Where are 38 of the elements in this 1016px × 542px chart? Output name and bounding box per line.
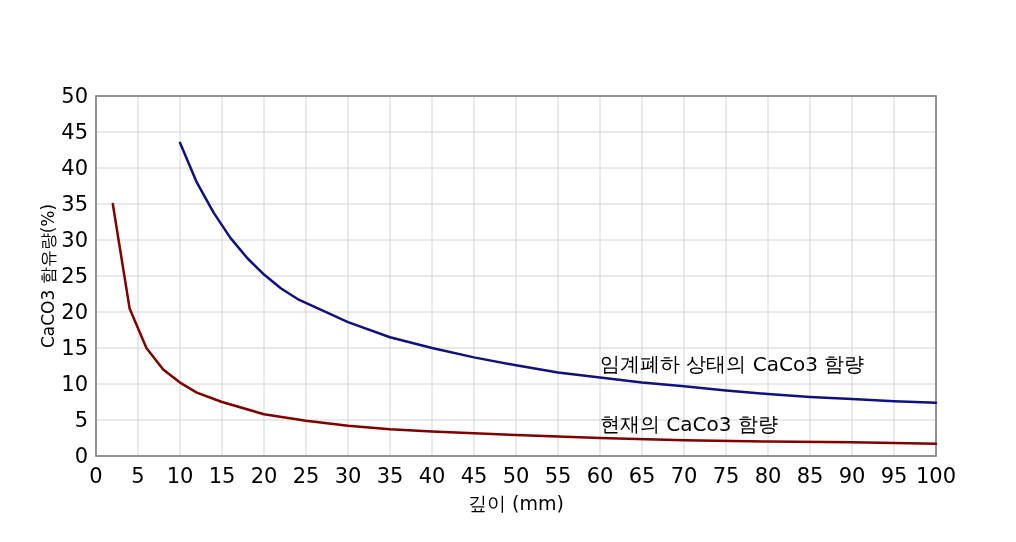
y-tick-label: 15 xyxy=(61,336,88,360)
x-tick-label: 50 xyxy=(502,464,530,488)
x-axis-title: 깊이 (mm) xyxy=(468,492,564,514)
y-tick-label: 40 xyxy=(61,156,88,180)
x-tick-label: 60 xyxy=(586,464,614,488)
y-tick-label: 35 xyxy=(61,192,88,216)
y-tick-label: 10 xyxy=(61,372,88,396)
x-tick-label: 45 xyxy=(460,464,488,488)
series-label: 임계폐하 상태의 CaCo3 함량 xyxy=(600,351,865,376)
x-tick-label: 35 xyxy=(376,464,404,488)
x-tick-label: 80 xyxy=(754,464,782,488)
x-tick-label: 0 xyxy=(89,464,103,488)
y-tick-label: 50 xyxy=(61,84,88,108)
y-tick-label: 5 xyxy=(74,408,88,432)
line-series xyxy=(178,141,938,404)
x-tick-label: 70 xyxy=(670,464,698,488)
line-series xyxy=(111,202,938,446)
x-tick-label: 75 xyxy=(712,464,740,488)
x-tick-label: 95 xyxy=(880,464,908,488)
series-label: 현재의 CaCo3 함량 xyxy=(600,412,778,436)
x-tick-label: 85 xyxy=(796,464,824,488)
x-tick-label: 15 xyxy=(208,464,236,488)
y-axis-title: CaCO3 함유량(%) xyxy=(38,203,58,349)
x-tick-label: 5 xyxy=(131,464,145,488)
x-tick-label: 90 xyxy=(838,464,866,488)
x-tick-label: 30 xyxy=(334,464,362,488)
y-tick-label: 45 xyxy=(61,120,88,144)
y-tick-label: 30 xyxy=(61,228,88,252)
x-tick-label: 40 xyxy=(418,464,446,488)
x-tick-label: 55 xyxy=(544,464,572,488)
x-tick-label: 25 xyxy=(292,464,320,488)
x-tick-label: 100 xyxy=(915,464,957,488)
y-tick-label: 25 xyxy=(61,264,88,288)
x-tick-label: 10 xyxy=(166,464,194,488)
y-tick-label: 20 xyxy=(61,300,88,324)
y-tick-label: 0 xyxy=(74,444,88,468)
x-tick-label: 20 xyxy=(250,464,278,488)
x-tick-label: 65 xyxy=(628,464,656,488)
